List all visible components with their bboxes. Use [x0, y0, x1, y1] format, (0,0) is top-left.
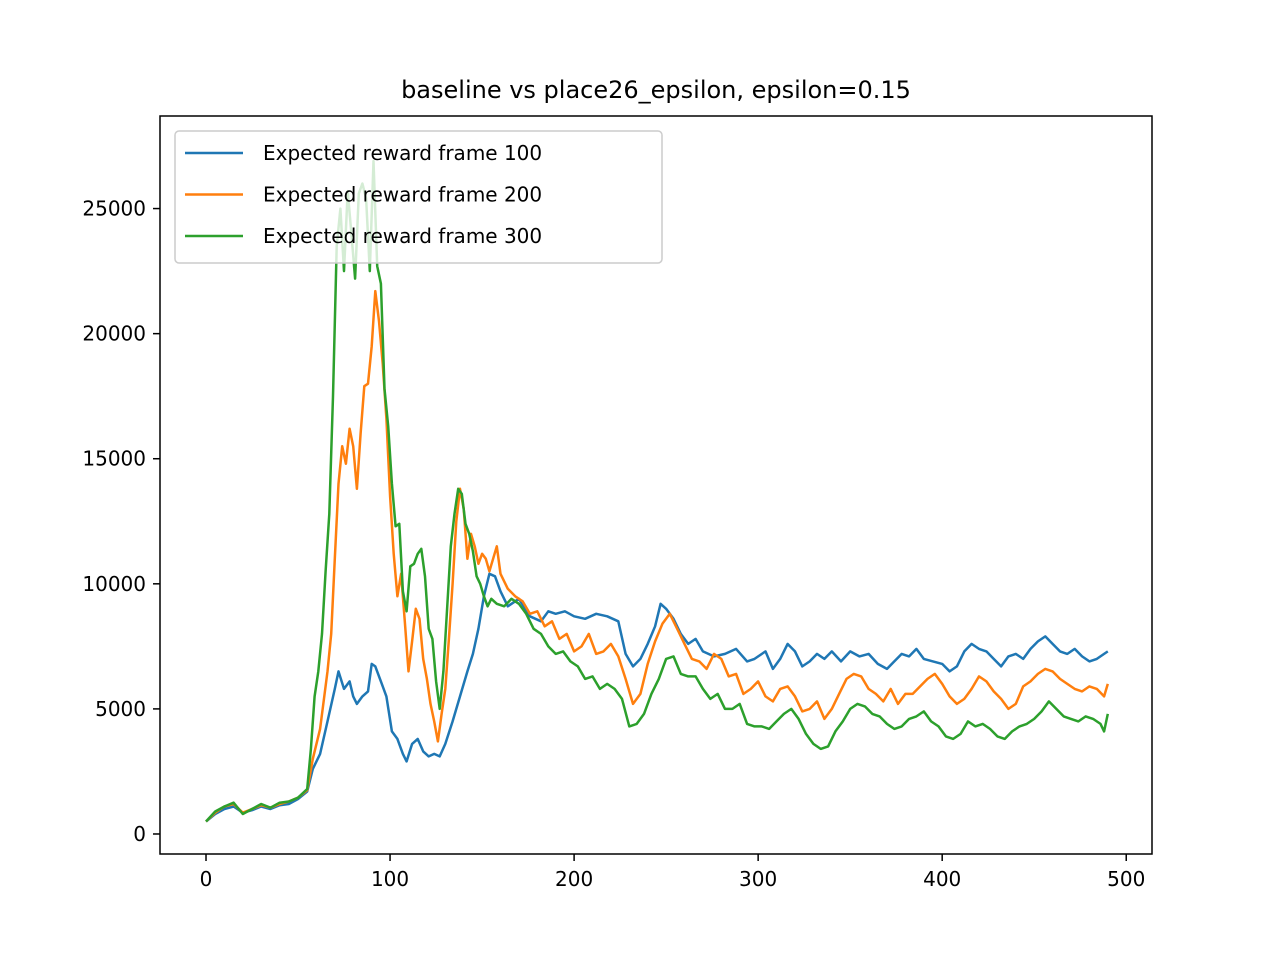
x-tick-label: 400	[923, 867, 961, 891]
y-tick-label: 0	[133, 822, 146, 846]
x-tick-label: 300	[739, 867, 777, 891]
legend-label: Expected reward frame 200	[263, 183, 542, 207]
legend: Expected reward frame 100 Expected reward…	[174, 130, 663, 264]
y-tick-label: 5000	[95, 697, 146, 721]
y-tick-label: 15000	[82, 447, 146, 471]
y-tick-label: 10000	[82, 572, 146, 596]
legend-box	[174, 130, 663, 264]
y-tick-label: 20000	[82, 322, 146, 346]
x-axis: 0 100 200 300 400 500	[200, 854, 1145, 891]
x-tick-label: 0	[200, 867, 213, 891]
legend-label: Expected reward frame 100	[263, 141, 542, 165]
x-tick-label: 200	[555, 867, 593, 891]
y-tick-label: 25000	[82, 197, 146, 221]
x-tick-label: 500	[1107, 867, 1145, 891]
x-tick-label: 100	[371, 867, 409, 891]
legend-label: Expected reward frame 300	[263, 224, 542, 248]
y-axis: 0 5000 10000 15000 20000 25000	[82, 197, 160, 846]
chart-title: baseline vs place26_epsilon, epsilon=0.1…	[401, 76, 911, 104]
series-line-2	[205, 289, 1109, 823]
plot-frame	[159, 115, 1153, 855]
series-line-1	[205, 572, 1109, 823]
